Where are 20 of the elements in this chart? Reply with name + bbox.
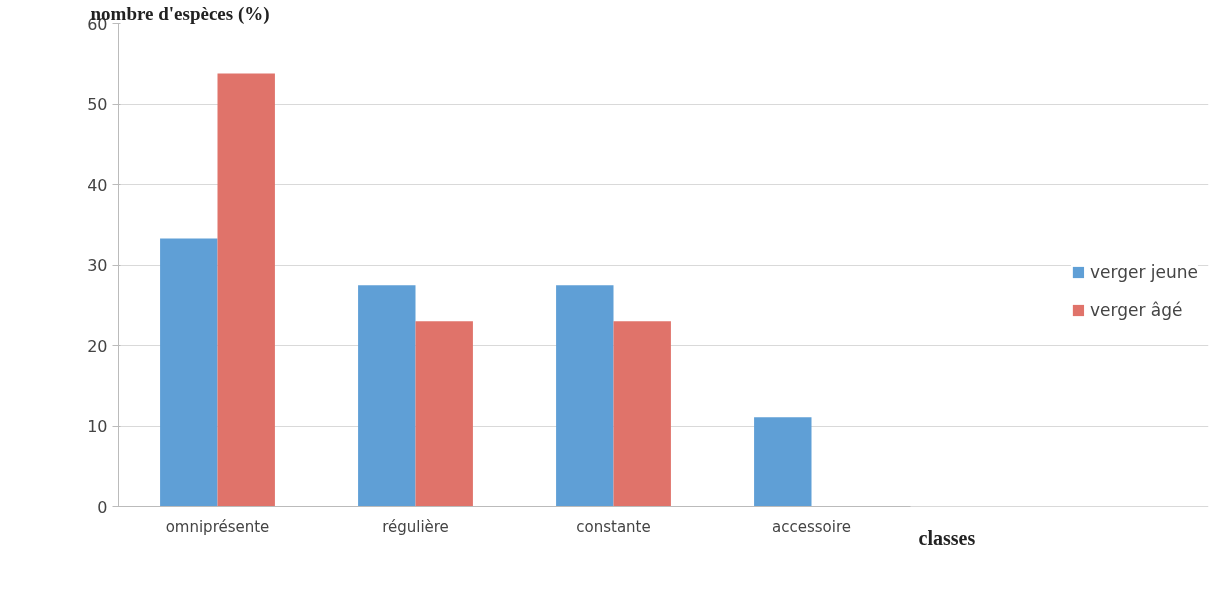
y-tick-label: 10 <box>87 417 108 436</box>
y-tick-label: 50 <box>87 95 108 114</box>
bar <box>556 285 614 507</box>
x-tick-label: régulière <box>382 517 449 536</box>
bar <box>217 73 275 507</box>
bar <box>754 417 812 507</box>
x-tick-label: constante <box>576 517 651 536</box>
x-tick-label: omniprésente <box>165 517 270 536</box>
x-axis-title: classes <box>918 526 976 549</box>
y-tick-label: 40 <box>87 175 108 195</box>
y-tick-label: 30 <box>87 256 108 275</box>
bar <box>358 285 416 507</box>
bar <box>160 238 218 507</box>
y-tick-label: 0 <box>97 497 108 517</box>
bar <box>415 321 473 507</box>
legend-label: verger âgé <box>1089 299 1183 320</box>
legend-label: verger jeune <box>1089 261 1198 282</box>
y-tick-label: 20 <box>87 336 108 356</box>
bar <box>613 321 671 507</box>
x-tick-label: accessoire <box>772 517 851 536</box>
